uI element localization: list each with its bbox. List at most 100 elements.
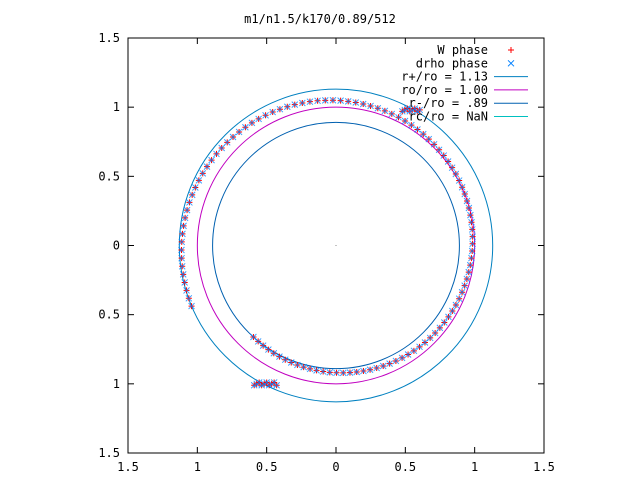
drho-phase-point — [276, 105, 284, 113]
drho-phase-point — [188, 302, 195, 310]
y-tick-label: 0.5 — [98, 308, 120, 322]
drho-phase-point — [388, 110, 396, 118]
drho-phase-point — [440, 319, 448, 326]
drho-phase-point — [180, 222, 187, 230]
legend-label: W phase — [437, 43, 488, 57]
y-tick-label: 1.5 — [98, 446, 120, 460]
x-tick-label: 1 — [471, 460, 478, 474]
drho-phase-point — [465, 204, 473, 212]
drho-phase-point — [374, 104, 382, 112]
drho-phase-point — [381, 107, 389, 115]
drho-phase-point — [458, 183, 466, 191]
drho-phase-point — [401, 117, 409, 125]
drho-phase-point — [367, 102, 374, 110]
drho-phase-point — [262, 111, 269, 119]
drho-phase-point — [208, 156, 215, 164]
drho-phase-point — [346, 369, 354, 376]
drho-phase-point — [465, 268, 473, 276]
drho-phase-point — [248, 119, 256, 127]
drho-phase-point — [223, 138, 231, 146]
drho-phase-point — [379, 362, 387, 370]
drho-phase-point — [469, 233, 476, 240]
legend-symbol-drho-phase — [507, 59, 515, 67]
y-tick-label: 1 — [113, 100, 120, 114]
drho-phase-point — [183, 206, 191, 214]
drho-phase-point — [445, 313, 452, 321]
drho-phase-point — [329, 96, 337, 104]
drho-phase-point — [467, 211, 474, 219]
drho-phase-point — [188, 191, 196, 199]
legend-label: drho phase — [416, 56, 488, 70]
drho-phase-point — [416, 343, 423, 351]
drho-phase-point — [461, 190, 469, 198]
drho-phase-point — [326, 369, 334, 376]
drho-phase-point — [352, 99, 360, 106]
drho-phase-point — [270, 349, 278, 357]
drho-phase-point — [414, 126, 421, 133]
drho-phase-point — [203, 163, 211, 171]
y-tick-label: 0.5 — [98, 169, 120, 183]
drho-phase-point — [398, 354, 406, 362]
drho-phase-point — [265, 346, 272, 353]
drho-phase-point — [468, 254, 475, 262]
drho-phase-point — [419, 130, 427, 138]
drho-phase-point — [255, 115, 263, 123]
drho-phase-point — [410, 347, 418, 355]
y-tick-label: 1.5 — [98, 31, 120, 45]
drho-phase-point — [259, 342, 267, 349]
drho-phase-point — [360, 367, 367, 375]
legend-symbol-w-phase — [508, 47, 514, 53]
drho-phase-point — [186, 199, 193, 206]
drho-phase-point — [306, 365, 314, 373]
legend-label: rc/ro = NaN — [409, 110, 488, 124]
legend-label: r-/ro = .89 — [409, 96, 488, 110]
drho-phase-point — [344, 98, 352, 105]
drho-phase-point — [191, 184, 199, 191]
drho-phase-point — [353, 368, 361, 376]
circle-r+ro — [178, 88, 494, 403]
drho-phase-point — [373, 364, 381, 372]
drho-phase-point — [333, 369, 340, 377]
drho-phase-point — [273, 381, 281, 389]
drho-phase-point — [463, 197, 471, 205]
drho-phase-point — [199, 170, 207, 177]
drho-phase-point — [468, 218, 475, 226]
drho-phase-point — [461, 282, 469, 290]
drho-phase-point — [183, 287, 190, 294]
drho-phase-point — [291, 101, 299, 108]
drho-phase-point — [339, 369, 347, 377]
drho-phase-point — [195, 177, 203, 184]
drho-phase-point — [455, 177, 463, 184]
drho-phase-point — [235, 128, 243, 136]
drho-phase-point — [440, 152, 448, 159]
drho-phase-point — [287, 359, 295, 366]
drho-phase-point — [178, 254, 185, 262]
x-tick-label: 0.5 — [394, 460, 416, 474]
drho-phase-point — [366, 366, 374, 374]
drho-phase-point — [435, 146, 443, 154]
drho-phase-point — [213, 150, 220, 158]
drho-phase-point — [269, 108, 277, 116]
drho-phase-point — [185, 294, 193, 302]
drho-phase-point — [392, 357, 400, 365]
drho-phase-point — [218, 144, 226, 152]
x-tick-label: 1.5 — [533, 460, 555, 474]
drho-phase-point — [452, 301, 460, 309]
drho-phase-point — [448, 307, 456, 315]
drho-phase-point — [337, 97, 344, 104]
legend-label: r+/ro = 1.13 — [401, 70, 488, 84]
y-tick-label: 1 — [113, 377, 120, 391]
drho-phase-point — [452, 170, 460, 178]
origin-point — [335, 245, 337, 246]
drho-phase-point — [229, 133, 237, 141]
drho-phase-point — [321, 96, 329, 104]
drho-phase-point — [300, 363, 308, 371]
drho-phase-point — [425, 135, 433, 143]
drho-phase-point — [436, 324, 444, 332]
drho-phase-point — [319, 368, 327, 375]
drho-phase-point — [306, 98, 314, 106]
drho-phase-point — [254, 338, 262, 345]
drho-phase-point — [178, 262, 186, 270]
